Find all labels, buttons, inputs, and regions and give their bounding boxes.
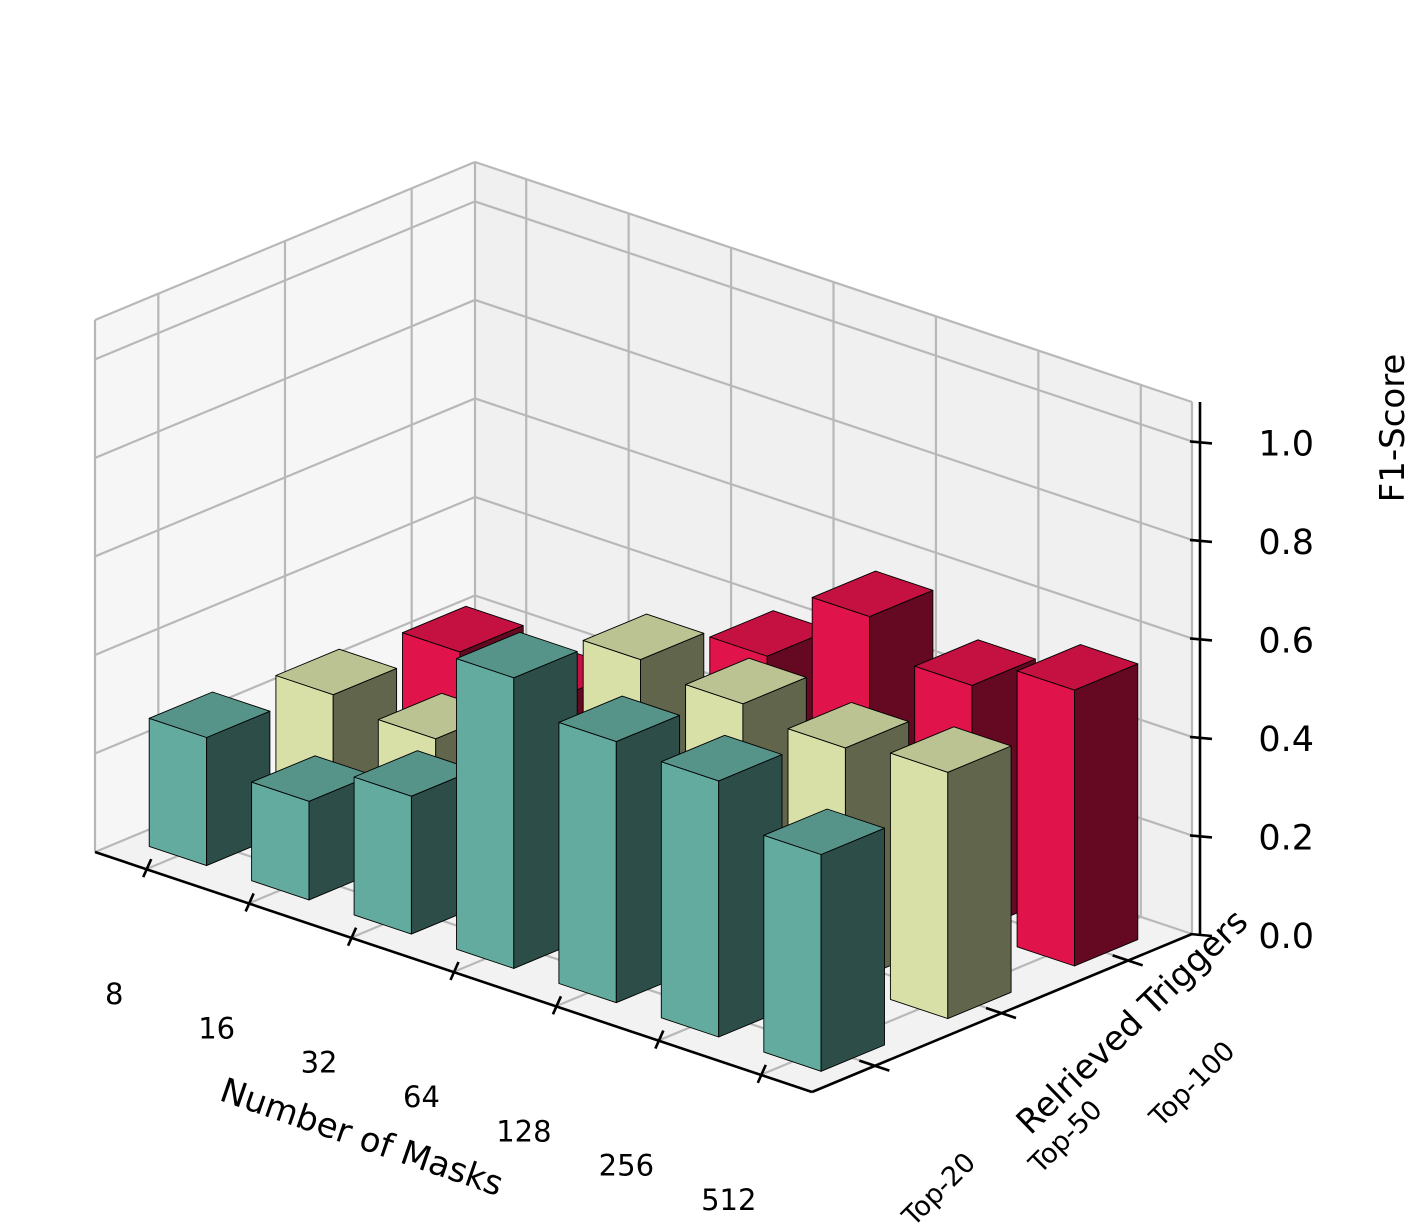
pane-edge: [474, 160, 1193, 404]
x-tick: [756, 1064, 767, 1084]
bar-front-face: [148, 717, 208, 867]
bar-top-face: [763, 808, 885, 855]
bar-top-face: [889, 726, 1012, 773]
z-axis-title: F1-Score: [1373, 354, 1413, 503]
x-tick-label: 128: [496, 1114, 551, 1148]
x-tick-label: 256: [599, 1149, 654, 1183]
bar-front-face: [763, 834, 822, 1072]
bar-front-face: [456, 658, 515, 969]
bars: [148, 570, 1139, 1072]
x-tick: [551, 995, 563, 1015]
bar-top-face: [787, 701, 910, 749]
pane-edge: [94, 160, 476, 322]
bar-top-50-512: [889, 726, 1012, 1020]
x-tick: [654, 1030, 665, 1050]
x-tick: [346, 927, 358, 947]
z-tick-label: 0.8: [1258, 523, 1314, 563]
z-tick-label: 0.0: [1258, 917, 1314, 957]
x-tick-label: 64: [403, 1080, 440, 1114]
bar-top-face: [402, 605, 524, 653]
bar-top-face: [914, 639, 1036, 686]
axis-lines: [94, 402, 1213, 1094]
bar-top-face: [685, 657, 807, 705]
x-tick-label: 512: [701, 1183, 756, 1217]
bar-top-face: [456, 631, 578, 679]
bar-top-face: [811, 570, 934, 618]
y-tick-label: Top-20: [896, 1147, 982, 1229]
bar-top-face: [660, 734, 783, 782]
z-tick: [1189, 735, 1213, 741]
z-tick-label: 0.4: [1258, 720, 1314, 760]
bar-side-face: [820, 827, 885, 1072]
bar-front-face: [660, 761, 720, 1038]
bar-top-face: [1016, 644, 1139, 691]
x-tick: [142, 858, 153, 878]
x-tick: [244, 892, 255, 912]
bar-front-face: [353, 776, 412, 935]
bar-front-face: [558, 721, 617, 1004]
bar-front-face: [251, 781, 310, 901]
z-tick: [1189, 538, 1213, 544]
y-tick: [1112, 954, 1144, 967]
z-tick-label: 0.2: [1258, 818, 1314, 858]
y-tick: [858, 1059, 890, 1072]
bar-top-100-512: [1016, 644, 1139, 967]
x-tick-label: 16: [198, 1011, 235, 1045]
z-tick: [1189, 834, 1213, 839]
x-axis-title: Number of Masks: [215, 1070, 508, 1204]
y-tick: [985, 1006, 1017, 1020]
bar-front-face: [1016, 670, 1075, 967]
z-tick: [1189, 440, 1213, 445]
z-tick: [1189, 932, 1213, 938]
bar-top-face: [275, 648, 398, 696]
bar-top-face: [582, 613, 705, 661]
bar-side-face: [1074, 663, 1139, 967]
z-tick: [1189, 637, 1213, 642]
z-tick-label: 1.0: [1258, 424, 1314, 464]
x-tick: [449, 961, 460, 981]
bar-top-face: [148, 691, 271, 738]
y-tick-label: Top-100: [1143, 1036, 1241, 1134]
bar-top-face: [558, 695, 681, 743]
x-tick-label: 8: [105, 977, 123, 1011]
x-tick-label: 32: [301, 1046, 338, 1080]
bar-side-face: [947, 745, 1012, 1020]
bar-top-20-512: [763, 808, 885, 1072]
bar-front-face: [889, 752, 949, 1020]
z-tick-label: 0.6: [1258, 621, 1314, 661]
